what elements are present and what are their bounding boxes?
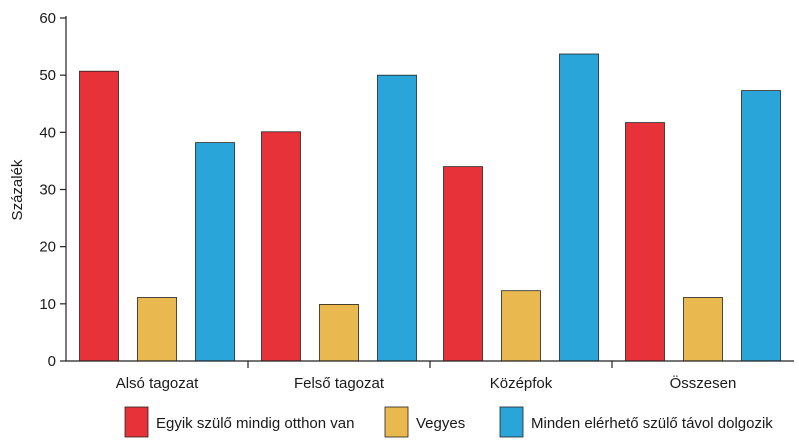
bar-3-2: [377, 74, 417, 362]
x-axis: Alsó tagozat Felső tagozat Középfok Összese…: [66, 360, 794, 392]
y-tick-label-4: 30: [39, 182, 56, 199]
bar-2-3: [501, 290, 541, 362]
y-tick-label-2: 10: [39, 296, 56, 313]
legend-label-3: Minden elérhető szülő távol dolgozik: [531, 415, 773, 432]
y-tick-label-3: 20: [39, 239, 56, 256]
y-tick-label-7: 60: [39, 10, 56, 27]
plot-area: [79, 53, 781, 362]
bar-3-4: [741, 90, 781, 362]
legend-swatch-1: [124, 406, 149, 438]
legend-swatch-2: [384, 406, 409, 438]
bar-2-1: [137, 297, 177, 362]
bar-2-4: [683, 297, 723, 362]
bar-2-2: [319, 303, 359, 362]
y-axis-title: Százalék: [9, 159, 26, 220]
x-tick-label-2: Felső tagozat: [294, 375, 385, 392]
x-tick-label-1: Alsó tagozat: [116, 375, 199, 392]
x-tick-label-3: Középfok: [490, 375, 553, 392]
bar-1-4: [625, 122, 665, 362]
bar-1-3: [443, 166, 483, 362]
bar-1-1: [79, 70, 119, 362]
legend-label-1: Egyik szülő mindig otthon van: [156, 415, 354, 432]
bar-1-2: [261, 131, 301, 362]
y-tick-label-6: 50: [39, 67, 56, 84]
bar-3-3: [559, 53, 599, 362]
bar-3-1: [195, 142, 235, 362]
x-tick-label-4: Összesen: [670, 374, 737, 392]
y-tick-label-5: 40: [39, 124, 56, 141]
legend-swatch-3: [499, 406, 524, 438]
y-tick-label-1: 0: [48, 353, 56, 370]
y-axis: 0 10 20 30 40 50 60: [39, 10, 67, 370]
legend-label-2: Vegyes: [416, 415, 465, 432]
legend: Egyik szülő mindig otthon van Vegyes Minde…: [124, 406, 773, 438]
